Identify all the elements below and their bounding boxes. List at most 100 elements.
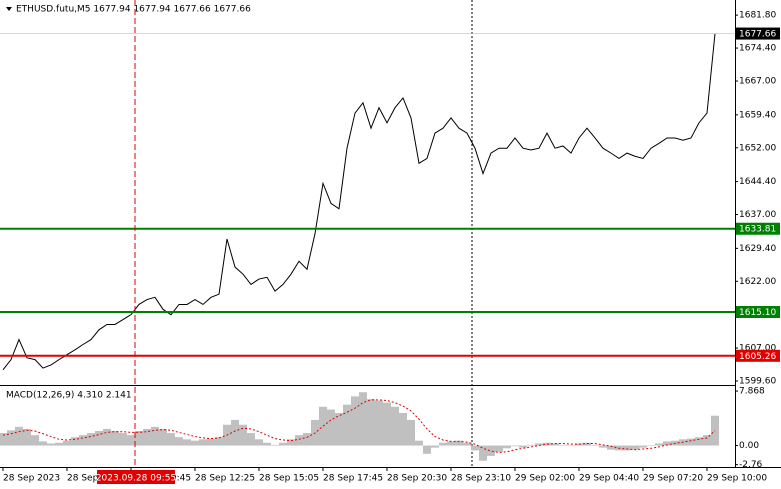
histogram-bar — [655, 443, 663, 446]
x-tick-label: 29 Sep 04:40 — [579, 474, 639, 484]
histogram-bar — [591, 444, 599, 446]
histogram-bar — [439, 442, 447, 446]
histogram-bar — [463, 442, 471, 446]
histogram-bar — [567, 445, 575, 447]
histogram-bar — [327, 409, 335, 446]
y-tick-label: 1674.40 — [739, 44, 776, 54]
histogram-bar — [143, 428, 151, 446]
histogram-bar — [479, 445, 487, 461]
histogram-bar — [687, 438, 695, 446]
histogram-bar — [415, 440, 423, 446]
histogram-bar — [711, 415, 719, 446]
histogram-bar — [447, 441, 455, 446]
signal-line — [2, 399, 716, 453]
histogram-bar — [7, 430, 15, 446]
histogram-bar — [103, 428, 111, 446]
histogram-bar — [15, 426, 23, 446]
y-tick-label: 1659.40 — [739, 110, 776, 120]
histogram-bar — [639, 445, 647, 448]
histogram-bar — [535, 443, 543, 446]
histogram-bar — [471, 445, 479, 451]
histogram-bar — [631, 445, 639, 450]
histogram-bar — [287, 439, 295, 446]
level-tag — [736, 306, 780, 319]
histogram-bar — [647, 445, 655, 447]
y-tick-label: 7.868 — [739, 387, 765, 397]
histogram-bar — [263, 442, 271, 446]
histogram-bar — [343, 404, 351, 446]
price-line — [2, 33, 716, 371]
x-tick-label: 28 Sep 17:45 — [323, 474, 383, 484]
y-tick-label: 1652.00 — [739, 143, 776, 153]
last-price-label: 1677.66 — [739, 30, 776, 40]
indicator-title: MACD(12,26,9) 4.310 2.141 — [6, 391, 132, 401]
x-tick-label: 28 Sep 12:25 — [195, 474, 255, 484]
histogram-bar — [303, 433, 311, 446]
histogram-bar — [495, 445, 503, 452]
histogram-bar — [599, 445, 607, 448]
y-tick-label: 1667.00 — [739, 77, 776, 87]
histogram-bar — [335, 413, 343, 446]
histogram-bar — [487, 445, 495, 456]
histogram-bar — [127, 435, 135, 446]
histogram-bar — [31, 435, 39, 446]
histogram-bar — [215, 437, 223, 446]
histogram-bar — [351, 396, 359, 446]
y-tick-label: 1681.80 — [739, 11, 776, 21]
histogram-bar — [87, 433, 95, 446]
histogram-bar — [583, 442, 591, 446]
histogram-bar — [247, 433, 255, 446]
histogram-bar — [239, 424, 247, 446]
histogram-bar — [551, 443, 559, 446]
last-price-tag — [736, 27, 780, 40]
histogram-bar — [511, 445, 519, 447]
x-tick-label: 29 Sep 10:00 — [707, 474, 767, 484]
menu-arrow — [6, 7, 12, 11]
histogram-bar — [663, 441, 671, 446]
x-tick-label: 29 Sep 02:00 — [515, 474, 575, 484]
x-tick-label: 28 Sep 20:30 — [387, 474, 447, 484]
level-label: 1615.10 — [739, 308, 776, 318]
histogram-bar — [407, 419, 415, 446]
histogram-bar — [191, 440, 199, 446]
histogram-bar — [111, 431, 119, 446]
level-tag — [736, 349, 780, 362]
histogram-bar — [503, 445, 511, 449]
y-tick-label: 0.00 — [739, 441, 759, 451]
histogram-bar — [431, 445, 439, 448]
level-tag — [736, 222, 780, 235]
histogram-bar — [527, 444, 535, 446]
histogram-bar — [359, 392, 367, 446]
histogram-bar — [559, 444, 567, 446]
histogram-bar — [55, 442, 63, 446]
y-tick-label: -2.76 — [739, 460, 763, 470]
histogram-bar — [703, 435, 711, 446]
histogram-bar — [455, 440, 463, 446]
histogram-bar — [23, 428, 31, 446]
histogram-bar — [391, 406, 399, 446]
histogram-bar — [199, 439, 207, 446]
x-tick-label: 28 Sep 15:05 — [259, 474, 319, 484]
level-label: 1633.81 — [739, 225, 776, 235]
histogram-bar — [423, 445, 431, 454]
histogram-bar — [183, 439, 191, 446]
histogram-bar — [519, 445, 527, 448]
histogram-bar — [151, 426, 159, 446]
histogram-bar — [399, 413, 407, 446]
level-label: 1605.26 — [739, 352, 776, 362]
histogram-bar — [695, 437, 703, 446]
histogram-bar — [207, 438, 215, 446]
y-tick-label: 1607.00 — [739, 344, 776, 354]
histogram-bar — [159, 428, 167, 446]
y-tick-label: 1629.40 — [739, 244, 776, 254]
histogram-bar — [295, 435, 303, 446]
histogram-bar — [95, 431, 103, 446]
y-tick-label: 1599.60 — [739, 376, 776, 386]
histogram-bar — [0, 433, 7, 446]
histogram-bar — [255, 439, 263, 446]
histogram-bar — [383, 402, 391, 446]
histogram-bar — [231, 419, 239, 446]
histogram-bar — [71, 437, 79, 446]
histogram-bar — [271, 444, 279, 446]
